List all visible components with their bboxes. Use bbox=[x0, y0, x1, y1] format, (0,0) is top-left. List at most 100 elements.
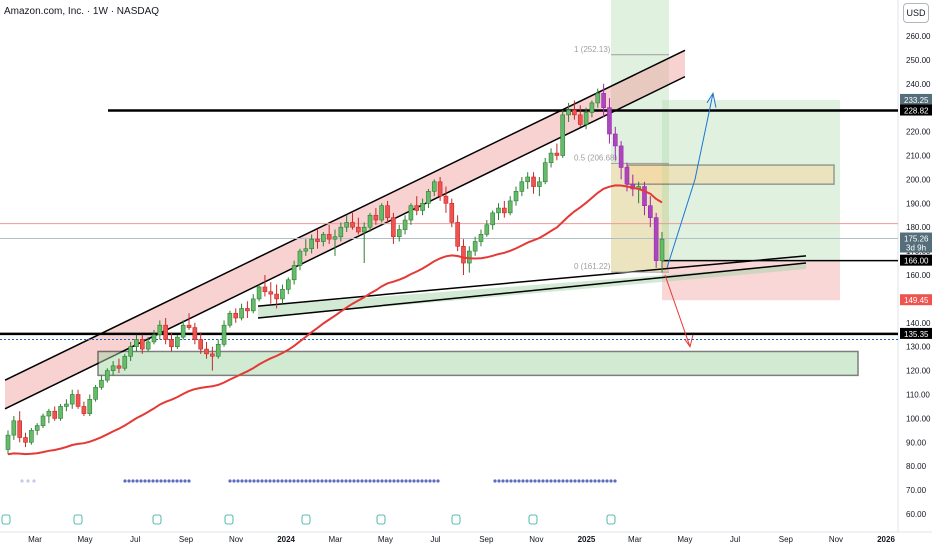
dot-marker bbox=[577, 479, 581, 483]
dot-marker bbox=[324, 479, 328, 483]
candle-body bbox=[140, 339, 145, 350]
dot-marker bbox=[183, 479, 187, 483]
candle-body bbox=[303, 248, 309, 252]
candle-body bbox=[385, 205, 390, 218]
dot-marker bbox=[352, 479, 356, 483]
dot-marker bbox=[557, 479, 561, 483]
earnings-marker bbox=[376, 514, 386, 525]
dot-marker bbox=[420, 479, 424, 483]
dot-marker bbox=[376, 479, 380, 483]
candle-body bbox=[245, 308, 250, 312]
candle-body bbox=[151, 334, 157, 343]
dot-marker bbox=[529, 479, 533, 483]
candle-body bbox=[455, 222, 460, 247]
dot-marker bbox=[613, 479, 617, 483]
price-badge-label: 166.00 bbox=[904, 257, 929, 266]
dot-marker bbox=[276, 479, 280, 483]
candle-body bbox=[537, 181, 542, 187]
dot-marker bbox=[601, 479, 605, 483]
x-tick-label: Sep bbox=[779, 535, 794, 544]
candle-body bbox=[589, 102, 595, 113]
dot-marker bbox=[244, 479, 248, 483]
dot-marker bbox=[573, 479, 577, 483]
earnings-marker bbox=[224, 514, 234, 525]
dot-marker bbox=[288, 479, 292, 483]
dot-marker bbox=[312, 479, 316, 483]
dot-marker bbox=[517, 479, 521, 483]
candle-body bbox=[198, 339, 203, 350]
dot-marker bbox=[232, 479, 236, 483]
y-tick-label: 180.00 bbox=[906, 223, 931, 232]
candle-body bbox=[186, 324, 192, 328]
dot-marker bbox=[408, 479, 412, 483]
candle-body bbox=[624, 167, 630, 185]
y-tick-label: 70.00 bbox=[906, 486, 927, 495]
candle-body bbox=[449, 203, 455, 223]
candle-body bbox=[642, 186, 647, 206]
dot-marker bbox=[143, 479, 147, 483]
candle-body bbox=[11, 420, 17, 436]
supply-box bbox=[627, 164, 835, 185]
candle-body bbox=[373, 214, 379, 221]
price-badge-sublabel: 3d 9h bbox=[906, 244, 926, 253]
candle-body bbox=[554, 152, 560, 156]
candle-body bbox=[420, 203, 425, 211]
stop-zone bbox=[662, 260, 840, 301]
dot-marker bbox=[561, 479, 565, 483]
dot-marker bbox=[380, 479, 384, 483]
dot-marker bbox=[384, 479, 388, 483]
dot-marker bbox=[509, 479, 513, 483]
dot-marker bbox=[348, 479, 352, 483]
dot-marker bbox=[131, 479, 135, 483]
price-badge bbox=[900, 327, 932, 339]
candle-body bbox=[396, 229, 402, 238]
price-badge bbox=[900, 232, 932, 253]
candle-body bbox=[484, 224, 490, 235]
dot-marker bbox=[187, 479, 191, 483]
candle-body bbox=[601, 93, 606, 109]
candle-body bbox=[467, 250, 472, 264]
dot-marker bbox=[505, 479, 509, 483]
support-line-top bbox=[257, 255, 807, 307]
candle-body bbox=[531, 176, 536, 187]
dot-marker bbox=[605, 479, 609, 483]
x-tick-label: Sep bbox=[179, 535, 194, 544]
candle-body bbox=[607, 107, 612, 135]
candle-body bbox=[104, 370, 110, 381]
dot-marker bbox=[123, 479, 127, 483]
dot-marker bbox=[428, 479, 432, 483]
dot-marker bbox=[300, 479, 304, 483]
x-tick-label: Nov bbox=[229, 535, 243, 544]
y-tick-label: 140.00 bbox=[906, 319, 931, 328]
y-tick-label: 130.00 bbox=[906, 343, 931, 352]
y-tick-label: 260.00 bbox=[906, 32, 931, 41]
dot-marker bbox=[332, 479, 336, 483]
candle-body bbox=[595, 93, 601, 104]
candle-body bbox=[402, 219, 408, 230]
candle-body bbox=[233, 312, 239, 319]
dot-marker bbox=[593, 479, 597, 483]
dot-marker bbox=[537, 479, 541, 483]
candle-body bbox=[490, 212, 495, 226]
dot-marker bbox=[525, 479, 529, 483]
candle-body bbox=[653, 217, 659, 261]
candle-body bbox=[215, 344, 221, 357]
dot-marker bbox=[171, 479, 175, 483]
candle-body bbox=[572, 109, 577, 116]
price-badge-label: 135.35 bbox=[904, 330, 929, 339]
candle-body bbox=[379, 205, 385, 221]
candle-body bbox=[34, 425, 40, 431]
dot-marker bbox=[284, 479, 288, 483]
candle-body bbox=[46, 410, 52, 417]
candle-body bbox=[192, 327, 198, 340]
x-tick-label: Jul bbox=[730, 535, 740, 544]
candle-body bbox=[116, 365, 122, 369]
candle-body bbox=[210, 353, 215, 357]
price-badge-label: 228.82 bbox=[904, 107, 929, 116]
dot-marker bbox=[549, 479, 553, 483]
dot-marker bbox=[585, 479, 589, 483]
dot-marker bbox=[236, 479, 240, 483]
dot-marker bbox=[501, 479, 505, 483]
currency-button[interactable]: USD bbox=[903, 3, 929, 23]
